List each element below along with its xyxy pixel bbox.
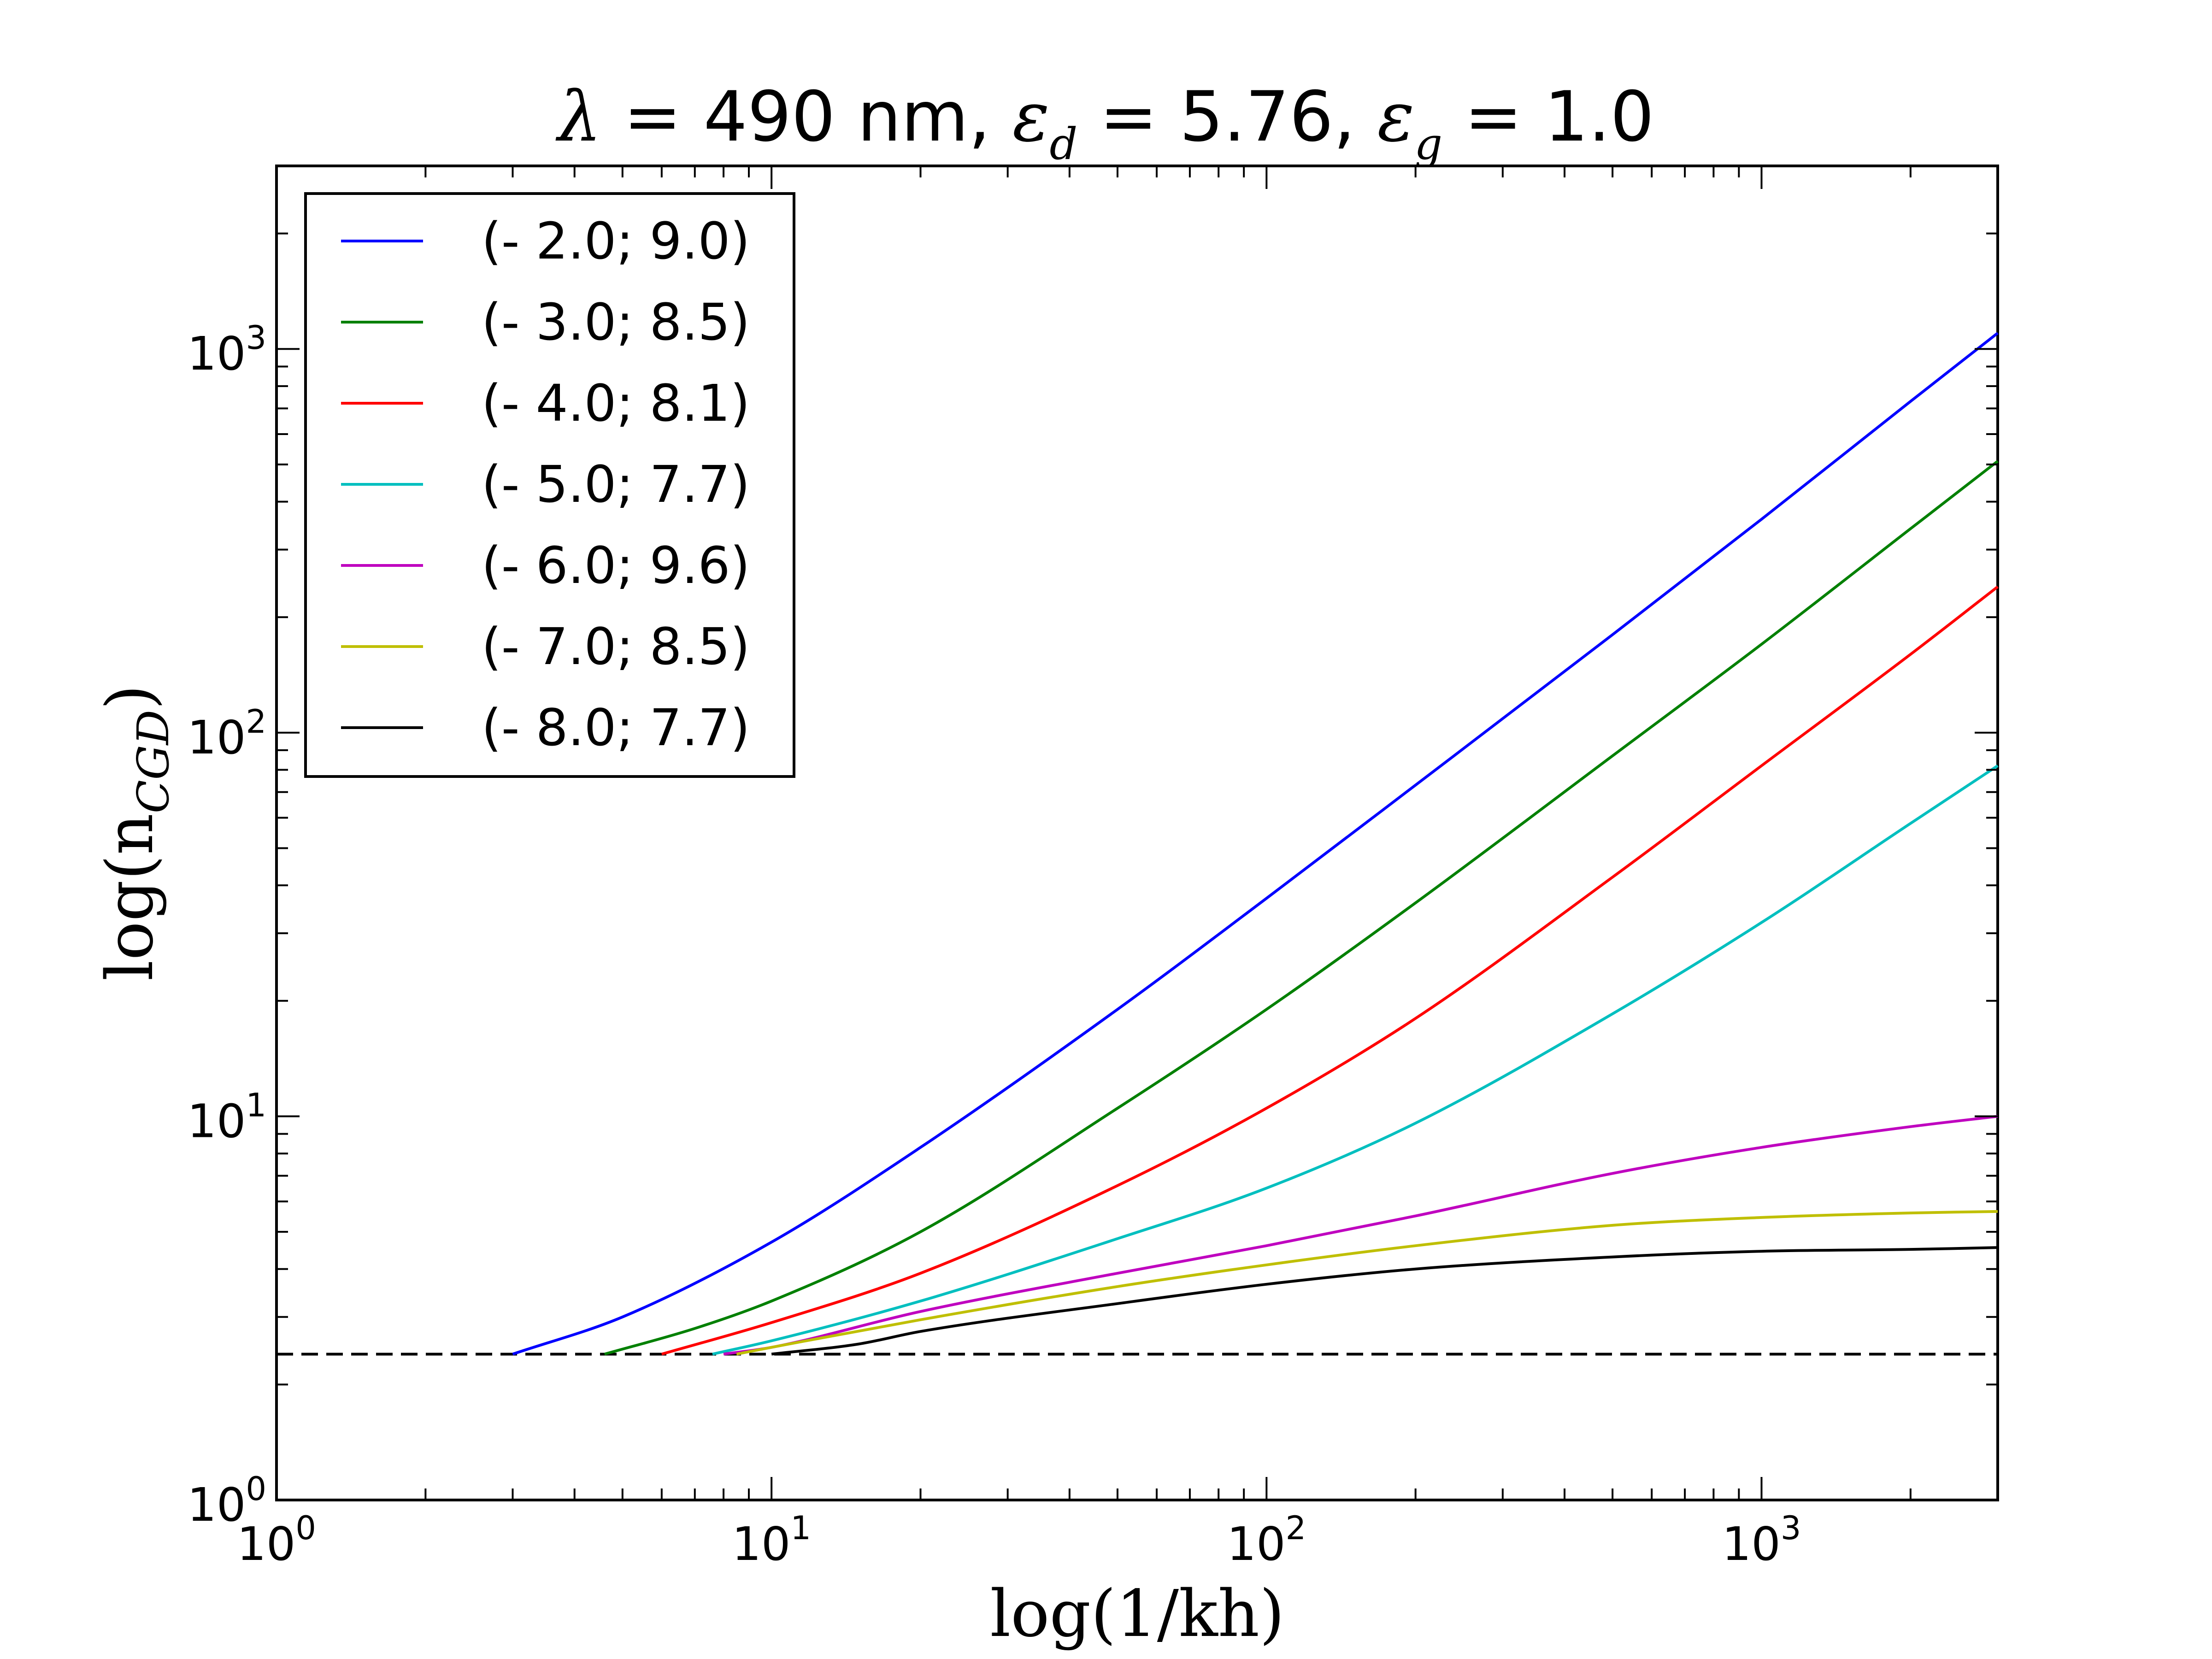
y-axis-label-main: log(n: [93, 813, 168, 981]
legend-label-6: (- 7.0; 8.5): [482, 617, 750, 676]
title-lambda-symbol: λ: [555, 77, 601, 157]
y-tick-label: 100: [187, 1470, 266, 1532]
legend-label-4: (- 5.0; 7.7): [482, 455, 750, 514]
series-line-2: [604, 460, 1999, 1356]
legend-label-7: (- 8.0; 7.7): [482, 698, 750, 757]
x-axis-label: log(1/kh): [990, 1577, 1284, 1652]
series-line-4: [712, 765, 1999, 1356]
x-tick-label: 101: [732, 1509, 811, 1571]
series-line-7: [771, 1246, 1998, 1356]
legend-entries: (- 2.0; 9.0) (- 3.0; 8.5) (- 4.0; 8.1) (- 5…: [341, 212, 750, 757]
title-lambda-value: = 490 nm,: [601, 77, 1012, 157]
legend-label-1: (- 2.0; 9.0): [482, 212, 750, 271]
axis-ticks: [276, 165, 1999, 1501]
legend-label-5: (- 6.0; 9.6): [482, 536, 750, 595]
title-eps-g-subscript: g: [1414, 119, 1442, 170]
x-tick-label: 100: [237, 1509, 316, 1571]
y-tick-label: 103: [187, 319, 266, 381]
y-axis-label-subscript: CGD: [128, 710, 179, 813]
y-tick-label: 101: [187, 1086, 266, 1148]
y-axis-label: log(nCGD): [93, 685, 179, 981]
legend-label-2: (- 3.0; 8.5): [482, 293, 750, 352]
x-tick-label: 102: [1227, 1509, 1306, 1571]
series-line-3: [661, 585, 1999, 1356]
series-lines: [276, 332, 1999, 1356]
title-eps-d-subscript: d: [1050, 119, 1078, 170]
title-eps-g-symbol: ε: [1377, 77, 1415, 157]
title-eps-d-symbol: ε: [1012, 77, 1050, 157]
series-line-6: [736, 1210, 1998, 1356]
legend-label-3: (- 4.0; 8.1): [482, 374, 750, 433]
y-tick-label: 102: [187, 703, 266, 765]
y-axis-label-close: ): [93, 685, 168, 710]
chart-title: λ = 490 nm, εd = 5.76, εg = 1.0: [555, 77, 1654, 170]
series-line-1: [512, 332, 1999, 1356]
title-eps-d-value: = 5.76,: [1077, 77, 1377, 157]
title-eps-g-value: = 1.0: [1442, 77, 1654, 157]
series-line-5: [723, 1115, 1998, 1356]
legend: (- 2.0; 9.0) (- 3.0; 8.5) (- 4.0; 8.1) (- 5…: [304, 192, 795, 778]
tick-labels: 100 101 102 103 100 101 102 103: [187, 319, 1801, 1571]
x-tick-label: 103: [1722, 1509, 1801, 1571]
